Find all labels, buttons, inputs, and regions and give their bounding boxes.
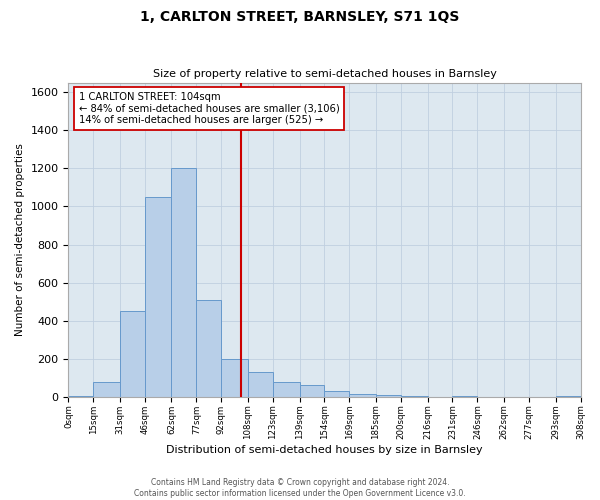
Bar — [376, 395, 401, 397]
Bar — [556, 396, 581, 397]
Bar — [145, 197, 172, 397]
Bar — [196, 300, 221, 397]
Bar — [401, 396, 428, 397]
Bar — [221, 359, 248, 397]
Bar — [120, 311, 145, 397]
Bar — [349, 394, 376, 397]
Title: Size of property relative to semi-detached houses in Barnsley: Size of property relative to semi-detach… — [152, 69, 496, 79]
Text: 1 CARLTON STREET: 104sqm
← 84% of semi-detached houses are smaller (3,106)
14% o: 1 CARLTON STREET: 104sqm ← 84% of semi-d… — [79, 92, 340, 125]
Bar — [94, 382, 120, 397]
Bar — [273, 382, 299, 397]
Bar — [248, 372, 273, 397]
Bar — [325, 391, 349, 397]
Text: 1, CARLTON STREET, BARNSLEY, S71 1QS: 1, CARLTON STREET, BARNSLEY, S71 1QS — [140, 10, 460, 24]
Bar — [452, 396, 478, 397]
Y-axis label: Number of semi-detached properties: Number of semi-detached properties — [15, 144, 25, 336]
Bar — [68, 396, 94, 397]
Text: Contains HM Land Registry data © Crown copyright and database right 2024.
Contai: Contains HM Land Registry data © Crown c… — [134, 478, 466, 498]
Bar — [172, 168, 196, 397]
Bar — [299, 386, 325, 397]
X-axis label: Distribution of semi-detached houses by size in Barnsley: Distribution of semi-detached houses by … — [166, 445, 483, 455]
